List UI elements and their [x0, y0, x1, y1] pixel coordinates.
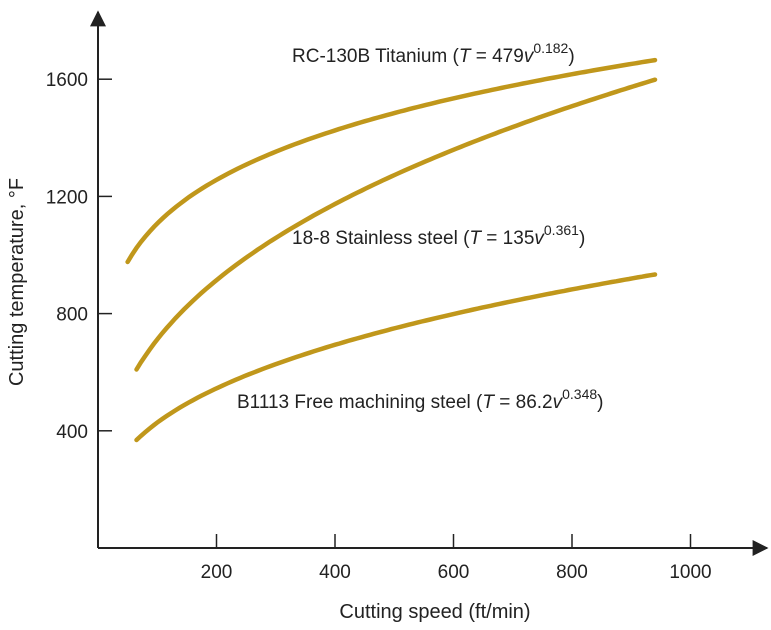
y-tick-label: 400 [56, 422, 88, 443]
label-exp: 0.361 [544, 222, 579, 238]
label-eq: = 479 [470, 46, 523, 67]
ticks: 200 400 600 800 1000 400 800 1200 1600 [46, 70, 712, 583]
label-prefix: RC-130B Titanium ( [292, 46, 460, 67]
y-tick-label: 1200 [46, 187, 88, 208]
label-suffix: ) [568, 46, 574, 67]
x-axis-title: Cutting speed (ft/min) [339, 601, 530, 623]
series-label-titanium: RC-130B Titanium (T = 479v0.182) [292, 40, 575, 67]
label-var: T [482, 392, 495, 413]
label-base: v [553, 392, 564, 413]
x-tick-label: 400 [319, 562, 351, 583]
series-line-b1113 [134, 272, 658, 443]
label-base: v [524, 46, 535, 67]
label-exp: 0.348 [562, 386, 597, 402]
series-label-b1113: B1113 Free machining steel (T = 86.2v0.3… [237, 386, 604, 413]
x-tick-label: 1000 [669, 562, 711, 583]
label-prefix: B1113 Free machining steel ( [237, 392, 483, 413]
label-suffix: ) [597, 392, 603, 413]
x-tick-label: 200 [201, 562, 233, 583]
label-var: T [459, 46, 472, 67]
label-prefix: 18-8 Stainless steel ( [292, 228, 470, 249]
label-suffix: ) [579, 228, 585, 249]
x-tick-label: 800 [556, 562, 588, 583]
label-base: v [534, 228, 545, 249]
label-var: T [469, 228, 482, 249]
y-tick-label: 1600 [46, 70, 88, 91]
series-label-stainless: 18-8 Stainless steel (T = 135v0.361) [292, 222, 585, 249]
x-tick-label: 600 [438, 562, 470, 583]
y-tick-label: 800 [56, 305, 88, 326]
series-line-titanium [125, 57, 658, 265]
label-eq: = 135 [481, 228, 534, 249]
series-lines [125, 57, 658, 443]
y-axis-title: Cutting temperature, °F [6, 178, 28, 386]
label-eq: = 86.2 [494, 392, 553, 413]
label-exp: 0.182 [533, 40, 568, 56]
series-line-stainless [134, 77, 658, 372]
